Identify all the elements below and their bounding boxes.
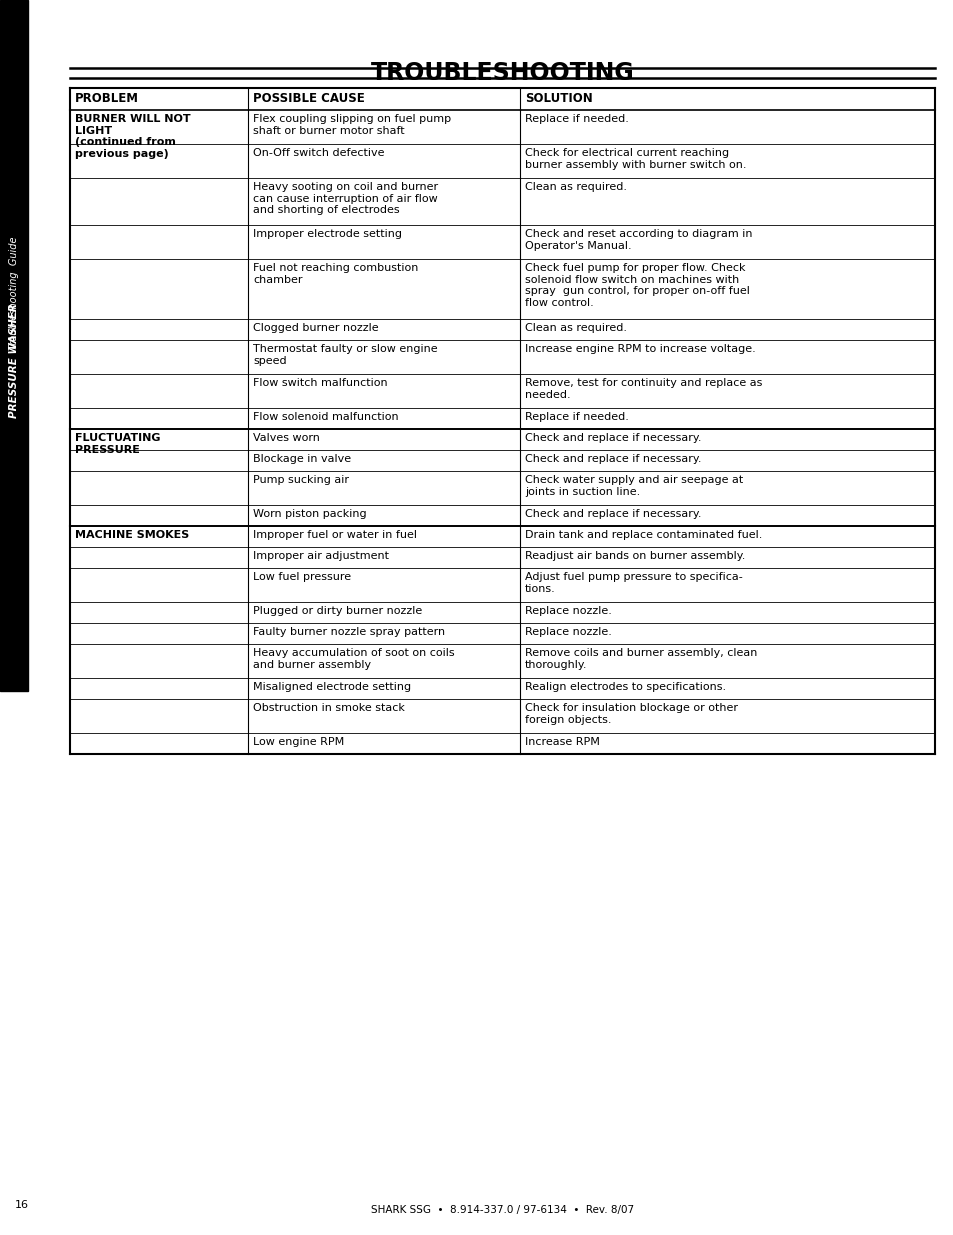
Text: Remove coils and burner assembly, clean
thoroughly.: Remove coils and burner assembly, clean …	[524, 648, 757, 669]
Text: Blockage in valve: Blockage in valve	[253, 454, 351, 464]
Text: POSSIBLE CAUSE: POSSIBLE CAUSE	[253, 91, 364, 105]
Text: Readjust air bands on burner assembly.: Readjust air bands on burner assembly.	[524, 551, 744, 561]
Text: Obstruction in smoke stack: Obstruction in smoke stack	[253, 703, 404, 713]
Text: Troubleshooting  Guide: Troubleshooting Guide	[9, 237, 19, 351]
Text: Replace nozzle.: Replace nozzle.	[524, 627, 611, 637]
Text: Check for electrical current reaching
burner assembly with burner switch on.: Check for electrical current reaching bu…	[524, 148, 745, 169]
Text: PROBLEM: PROBLEM	[75, 91, 139, 105]
Text: 16: 16	[15, 1200, 29, 1210]
Text: Check water supply and air seepage at
joints in suction line.: Check water supply and air seepage at jo…	[524, 475, 742, 496]
Text: SHARK SSG  •  8.914-337.0 / 97-6134  •  Rev. 8/07: SHARK SSG • 8.914-337.0 / 97-6134 • Rev.…	[371, 1205, 634, 1215]
Text: Heavy accumulation of soot on coils
and burner assembly: Heavy accumulation of soot on coils and …	[253, 648, 455, 669]
Text: Replace if needed.: Replace if needed.	[524, 412, 628, 422]
Text: Drain tank and replace contaminated fuel.: Drain tank and replace contaminated fuel…	[524, 530, 761, 540]
Text: PRESSURE WASHER: PRESSURE WASHER	[9, 303, 19, 417]
Text: Realign electrodes to specifications.: Realign electrodes to specifications.	[524, 682, 725, 692]
Text: Flow solenoid malfunction: Flow solenoid malfunction	[253, 412, 398, 422]
Text: Check and replace if necessary.: Check and replace if necessary.	[524, 454, 700, 464]
Text: Fuel not reaching combustion
chamber: Fuel not reaching combustion chamber	[253, 263, 418, 284]
Text: Misaligned electrode setting: Misaligned electrode setting	[253, 682, 411, 692]
Text: Low fuel pressure: Low fuel pressure	[253, 572, 351, 582]
Text: Replace if needed.: Replace if needed.	[524, 114, 628, 124]
Text: Increase engine RPM to increase voltage.: Increase engine RPM to increase voltage.	[524, 345, 755, 354]
Text: Low engine RPM: Low engine RPM	[253, 737, 344, 747]
Text: Replace nozzle.: Replace nozzle.	[524, 606, 611, 616]
Text: SOLUTION: SOLUTION	[524, 91, 592, 105]
Text: Check and replace if necessary.: Check and replace if necessary.	[524, 433, 700, 443]
Text: Clean as required.: Clean as required.	[524, 182, 626, 191]
Text: TROUBLESHOOTING: TROUBLESHOOTING	[370, 61, 634, 85]
Text: MACHINE SMOKES: MACHINE SMOKES	[75, 530, 189, 540]
Text: Check fuel pump for proper flow. Check
solenoid flow switch on machines with
spr: Check fuel pump for proper flow. Check s…	[524, 263, 749, 308]
Text: Check and replace if necessary.: Check and replace if necessary.	[524, 509, 700, 519]
Text: Increase RPM: Increase RPM	[524, 737, 599, 747]
Text: Check for insulation blockage or other
foreign objects.: Check for insulation blockage or other f…	[524, 703, 738, 725]
Text: Improper fuel or water in fuel: Improper fuel or water in fuel	[253, 530, 416, 540]
Text: Valves worn: Valves worn	[253, 433, 319, 443]
Text: Clean as required.: Clean as required.	[524, 324, 626, 333]
Text: On-Off switch defective: On-Off switch defective	[253, 148, 384, 158]
Text: Worn piston packing: Worn piston packing	[253, 509, 366, 519]
Text: Thermostat faulty or slow engine
speed: Thermostat faulty or slow engine speed	[253, 345, 437, 366]
Bar	[0, 0, 28, 692]
Text: Improper air adjustment: Improper air adjustment	[253, 551, 389, 561]
Text: Pump sucking air: Pump sucking air	[253, 475, 349, 485]
Text: FLUCTUATING
PRESSURE: FLUCTUATING PRESSURE	[75, 433, 160, 454]
Text: Adjust fuel pump pressure to specifica-
tions.: Adjust fuel pump pressure to specifica- …	[524, 572, 742, 594]
Text: Flow switch malfunction: Flow switch malfunction	[253, 378, 387, 388]
Text: Faulty burner nozzle spray pattern: Faulty burner nozzle spray pattern	[253, 627, 445, 637]
Text: Check and reset according to diagram in
Operator's Manual.: Check and reset according to diagram in …	[524, 228, 752, 251]
Text: Plugged or dirty burner nozzle: Plugged or dirty burner nozzle	[253, 606, 422, 616]
Text: Flex coupling slipping on fuel pump
shaft or burner motor shaft: Flex coupling slipping on fuel pump shaf…	[253, 114, 451, 136]
Text: Remove, test for continuity and replace as
needed.: Remove, test for continuity and replace …	[524, 378, 761, 400]
Text: BURNER WILL NOT
LIGHT
(continued from
previous page): BURNER WILL NOT LIGHT (continued from pr…	[75, 114, 191, 159]
Text: Clogged burner nozzle: Clogged burner nozzle	[253, 324, 378, 333]
Text: Heavy sooting on coil and burner
can cause interruption of air flow
and shorting: Heavy sooting on coil and burner can cau…	[253, 182, 437, 215]
Text: Improper electrode setting: Improper electrode setting	[253, 228, 401, 240]
